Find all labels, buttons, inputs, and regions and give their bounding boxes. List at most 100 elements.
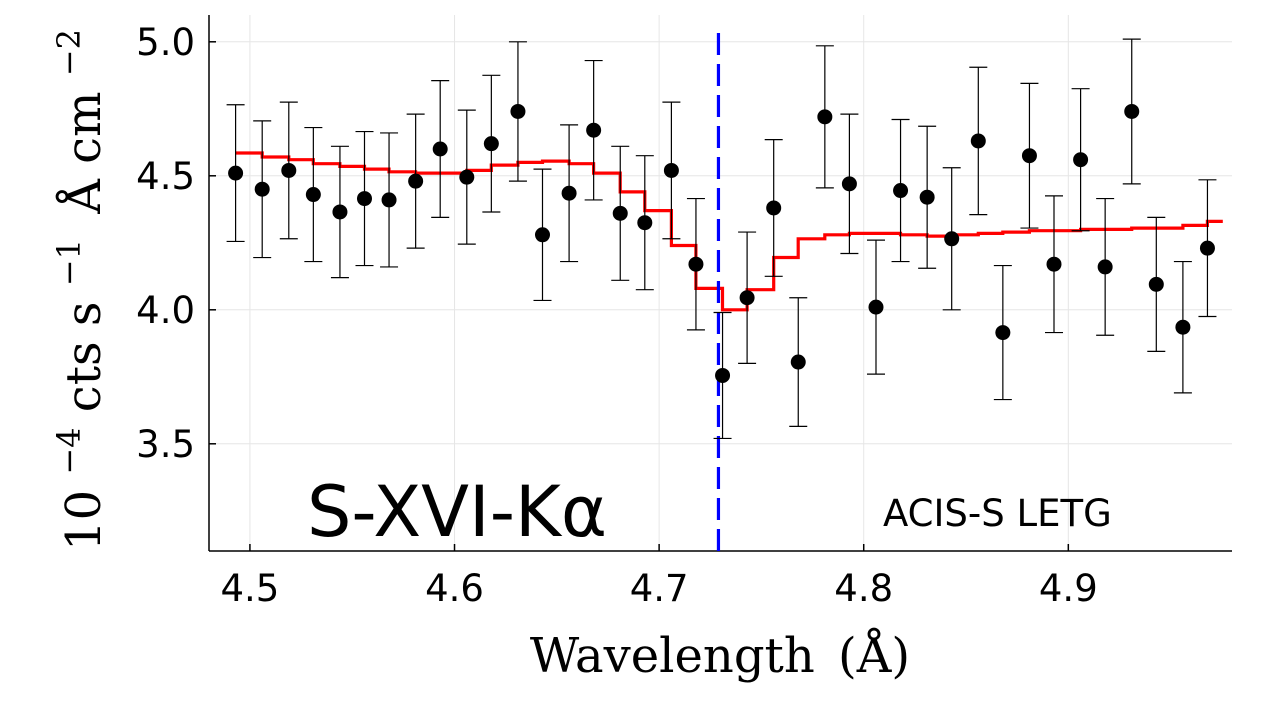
instrument-annotation: ACIS-S LETG [883,492,1112,535]
data-marker [1097,259,1113,275]
y-axis-title-cts: cts s [56,301,112,412]
x-axis-title: Wavelength (Å) [530,627,910,684]
data-marker [995,325,1011,341]
y-tick-label: 4.0 [136,289,195,332]
y-tick-label: 4.5 [136,155,195,198]
data-marker [1199,240,1215,256]
y-axis-title-prefix-exp: −4 [50,427,88,474]
data-marker [688,256,704,272]
data-marker [1124,103,1140,119]
data-point [662,101,681,240]
data-marker [1073,152,1089,168]
data-point [1147,216,1166,352]
data-point [789,297,808,427]
data-series [226,38,1217,440]
data-point [611,145,630,281]
data-point [380,132,399,268]
data-point [508,41,527,182]
data-marker [1175,319,1191,335]
model-series [235,151,1223,312]
y-axis-title-ang: Å cm [55,91,112,214]
data-marker [944,231,960,247]
data-point [686,197,705,331]
data-marker [228,165,244,181]
data-point [330,145,349,279]
data-marker [1021,148,1037,164]
data-point [993,264,1012,401]
x-tick-label: 4.7 [630,567,689,610]
data-point [406,113,425,249]
data-point [482,74,501,213]
data-point [738,231,757,364]
data-marker [893,183,909,199]
data-marker [739,290,755,306]
data-point [304,126,323,263]
data-marker [868,299,884,315]
data-marker [254,181,270,197]
data-point [431,80,450,218]
data-point [355,130,374,267]
model-step-line [235,151,1223,312]
data-point [560,124,579,263]
data-marker [790,354,806,370]
data-point [1044,195,1063,334]
data-marker [432,141,448,157]
y-tick-label: 3.5 [136,423,195,466]
axes [208,15,1232,552]
data-point [891,118,910,263]
y-axis-title-cm-exp: −2 [50,29,88,76]
data-marker [663,162,679,178]
data-point [584,59,603,201]
data-point [840,113,859,255]
data-marker [841,176,857,192]
data-point [226,104,245,243]
data-marker [305,187,321,203]
y-axis-title-prefix: 10 [56,490,112,551]
data-point [1173,260,1192,394]
data-marker [766,200,782,216]
data-marker [281,162,297,178]
data-marker [483,136,499,152]
data-point [918,125,937,269]
data-point [279,101,298,240]
data-marker [817,109,833,125]
data-marker [612,205,628,221]
data-marker [561,185,577,201]
data-marker [715,367,731,383]
tick-labels: 4.5 4.6 4.7 4.8 4.9 3.5 4.0 4.5 5.0 [136,21,1098,610]
data-point [253,120,272,259]
x-axis-title-unit: (Å) [838,627,910,684]
data-point [969,66,988,216]
data-marker [408,173,424,189]
data-marker [1046,256,1062,272]
data-marker [510,103,526,119]
x-tick-label: 4.5 [220,567,279,610]
data-point [942,167,961,311]
data-point [1020,82,1039,229]
data-point [1122,38,1141,185]
data-point [1071,88,1090,232]
data-point [533,168,552,302]
data-marker [381,192,397,208]
y-tick-label: 5.0 [136,21,195,64]
data-marker [332,204,348,220]
data-point [457,109,476,245]
y-axis-title-s-exp: −1 [50,239,88,286]
data-point [866,239,885,375]
x-tick-label: 4.8 [834,567,893,610]
x-axis-title-text: Wavelength [530,628,815,684]
data-marker [970,133,986,149]
x-tick-label: 4.9 [1039,567,1098,610]
data-marker [534,227,550,243]
data-point [1096,197,1115,336]
data-marker [459,169,475,185]
data-point [815,45,834,189]
data-point [713,311,732,440]
x-tick-label: 4.6 [425,567,484,610]
y-axis-title: 10 −4 cts s −1 Å cm −2 [50,29,112,551]
data-marker [637,215,653,231]
grid-layer [209,15,1232,551]
data-marker [919,189,935,205]
data-point [764,139,783,277]
